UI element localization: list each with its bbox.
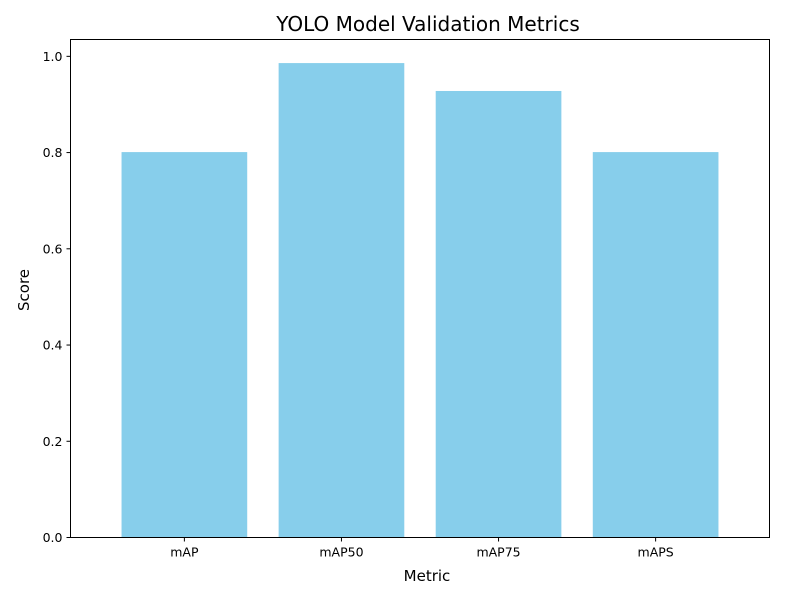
y-tick-label: 0.0: [43, 530, 63, 545]
bar-map50: [278, 63, 405, 538]
chart-title: YOLO Model Validation Metrics: [275, 12, 580, 36]
y-tick-label: 0.6: [43, 241, 63, 256]
y-axis-label: Score: [15, 269, 33, 311]
y-tick-label: 0.8: [43, 145, 63, 160]
x-tick-label: mAP75: [476, 545, 520, 560]
y-tick-label: 0.4: [43, 338, 63, 353]
x-axis-label: Metric: [404, 567, 451, 585]
x-tick-label: mAPS: [638, 545, 674, 560]
plot-frame: [70, 39, 770, 538]
bar-maps: [592, 152, 719, 538]
bar-map: [121, 152, 248, 538]
x-axis-ticks: mAP mAP50 mAP75 mAPS: [170, 537, 674, 560]
bar-map75: [435, 90, 562, 538]
bars-layer: [121, 63, 719, 538]
x-tick-label: mAP: [170, 545, 199, 560]
x-tick-label: mAP50: [319, 545, 363, 560]
y-tick-label: 1.0: [43, 49, 63, 64]
y-tick-label: 0.2: [43, 434, 63, 449]
y-axis-ticks: 0.0 0.2 0.4 0.6 0.8 1.0: [43, 49, 71, 545]
